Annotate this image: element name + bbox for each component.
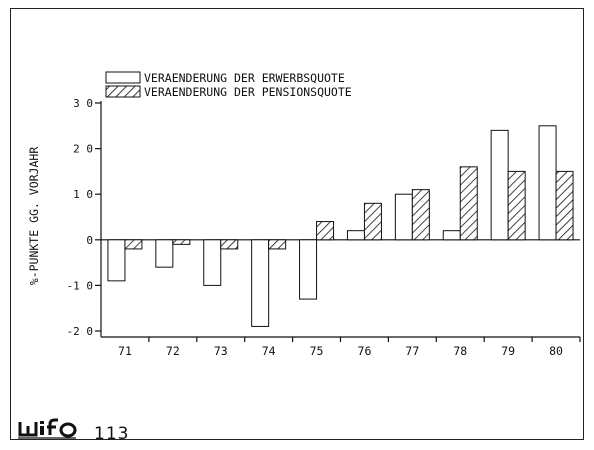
- bars: [107, 125, 574, 327]
- bar-pensionsquote: [507, 170, 526, 241]
- y-tick-label: -2 0: [67, 325, 94, 338]
- bar-erwerbsquote: [346, 230, 365, 241]
- bar-erwerbsquote: [155, 239, 174, 268]
- bar-erwerbsquote: [442, 230, 461, 241]
- legend-label-erwerbsquote: VERAENDERUNG DER ERWERBSQUOTE: [144, 71, 345, 85]
- y-axis-label: %-PUNKTE GG. VORJAHR: [27, 147, 41, 286]
- ticks: -2 0 -1 0 0 1 0 2 0 3 0 71 72 73 74 75 76 77 78 79 80: [67, 97, 581, 358]
- page-number: 113: [94, 424, 130, 444]
- legend-swatch-erwerbsquote: [105, 71, 141, 84]
- bar-erwerbsquote: [394, 193, 413, 241]
- bar-pensionsquote: [316, 221, 335, 241]
- x-tick-label: 73: [214, 344, 228, 358]
- bar-pensionsquote: [411, 189, 430, 241]
- bar-erwerbsquote: [538, 125, 557, 241]
- bar-erwerbsquote: [203, 239, 222, 286]
- bar-pensionsquote: [459, 166, 478, 241]
- x-tick-label: 75: [310, 344, 324, 358]
- chart-frame: [10, 8, 584, 440]
- x-tick-label: 76: [358, 344, 372, 358]
- bar-pensionsquote: [220, 239, 239, 250]
- bar-erwerbsquote: [490, 129, 509, 241]
- x-tick-label: 79: [501, 344, 515, 358]
- bar-pensionsquote: [555, 170, 574, 241]
- bar-pensionsquote: [172, 239, 191, 245]
- legend-swatch-pensionsquote: [105, 85, 141, 98]
- x-tick-label: 72: [166, 344, 180, 358]
- y-tick-label: -1 0: [67, 279, 94, 292]
- bar-erwerbsquote: [299, 239, 318, 300]
- x-tick-label: 78: [453, 344, 467, 358]
- y-tick-label: 1 0: [73, 188, 93, 201]
- x-tick-label: 80: [549, 344, 563, 358]
- wifo-logo: [18, 418, 77, 439]
- legend-label-pensionsquote: VERAENDERUNG DER PENSIONSQUOTE: [144, 85, 352, 99]
- y-tick-label: 3 0: [73, 97, 93, 110]
- legend: VERAENDERUNG DER ERWERBSQUOTE VERAENDERU…: [105, 71, 352, 99]
- y-tick-label: 2 0: [73, 143, 93, 156]
- bar-erwerbsquote: [251, 239, 270, 327]
- bar-pensionsquote: [124, 239, 143, 250]
- bar-pensionsquote: [268, 239, 287, 250]
- x-tick-label: 74: [262, 344, 276, 358]
- bar-pensionsquote: [363, 202, 382, 241]
- y-tick-label: 0: [86, 234, 93, 247]
- x-tick-label: 77: [405, 344, 419, 358]
- x-tick-label: 71: [118, 344, 132, 358]
- bar-erwerbsquote: [107, 239, 126, 282]
